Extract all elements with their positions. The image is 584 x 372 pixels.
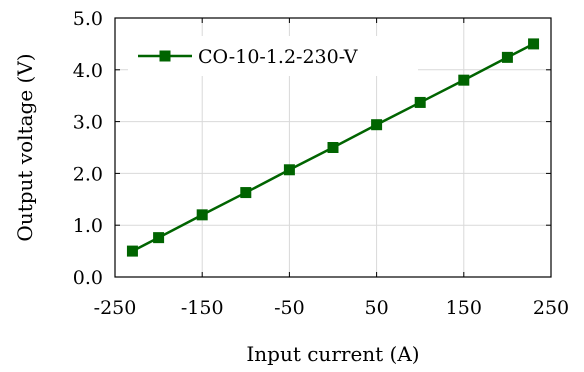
data-point (327, 142, 339, 153)
legend-marker-swatch (159, 50, 171, 62)
data-point (501, 51, 513, 63)
data-point (371, 119, 383, 131)
legend: CO-10-1.2-230-V (128, 36, 418, 76)
x-tick-label: -150 (181, 297, 224, 319)
ticks: -250 -150 -50 50 150 250 0.0 1.0 2.0 3.0 4.0 5.0 (73, 8, 569, 319)
y-tick-label: 0.0 (73, 267, 103, 289)
y-tick-label: 1.0 (73, 215, 103, 237)
data-point (528, 38, 540, 50)
x-axis-label: Input current (A) (246, 342, 419, 366)
plot-frame (114, 17, 552, 278)
data-point (414, 96, 426, 108)
y-axis-label: Output voltage (V) (13, 53, 37, 241)
data-point (283, 164, 295, 176)
x-tick-label: 250 (533, 297, 569, 319)
data-point (153, 232, 165, 244)
x-tick-label: -250 (94, 297, 137, 319)
series-layer (126, 38, 540, 257)
x-tick-label: 50 (365, 297, 389, 319)
data-point (458, 74, 470, 86)
y-tick-label: 3.0 (73, 112, 103, 134)
y-tick-label: 2.0 (73, 163, 103, 185)
y-tick-label: 5.0 (73, 8, 103, 30)
data-point (240, 187, 252, 199)
data-point (196, 209, 208, 221)
y-tick-label: 4.0 (73, 60, 103, 82)
data-point (126, 245, 138, 257)
legend-label: CO-10-1.2-230-V (198, 46, 358, 68)
x-tick-label: 150 (446, 297, 482, 319)
x-tick-label: -50 (274, 297, 305, 319)
